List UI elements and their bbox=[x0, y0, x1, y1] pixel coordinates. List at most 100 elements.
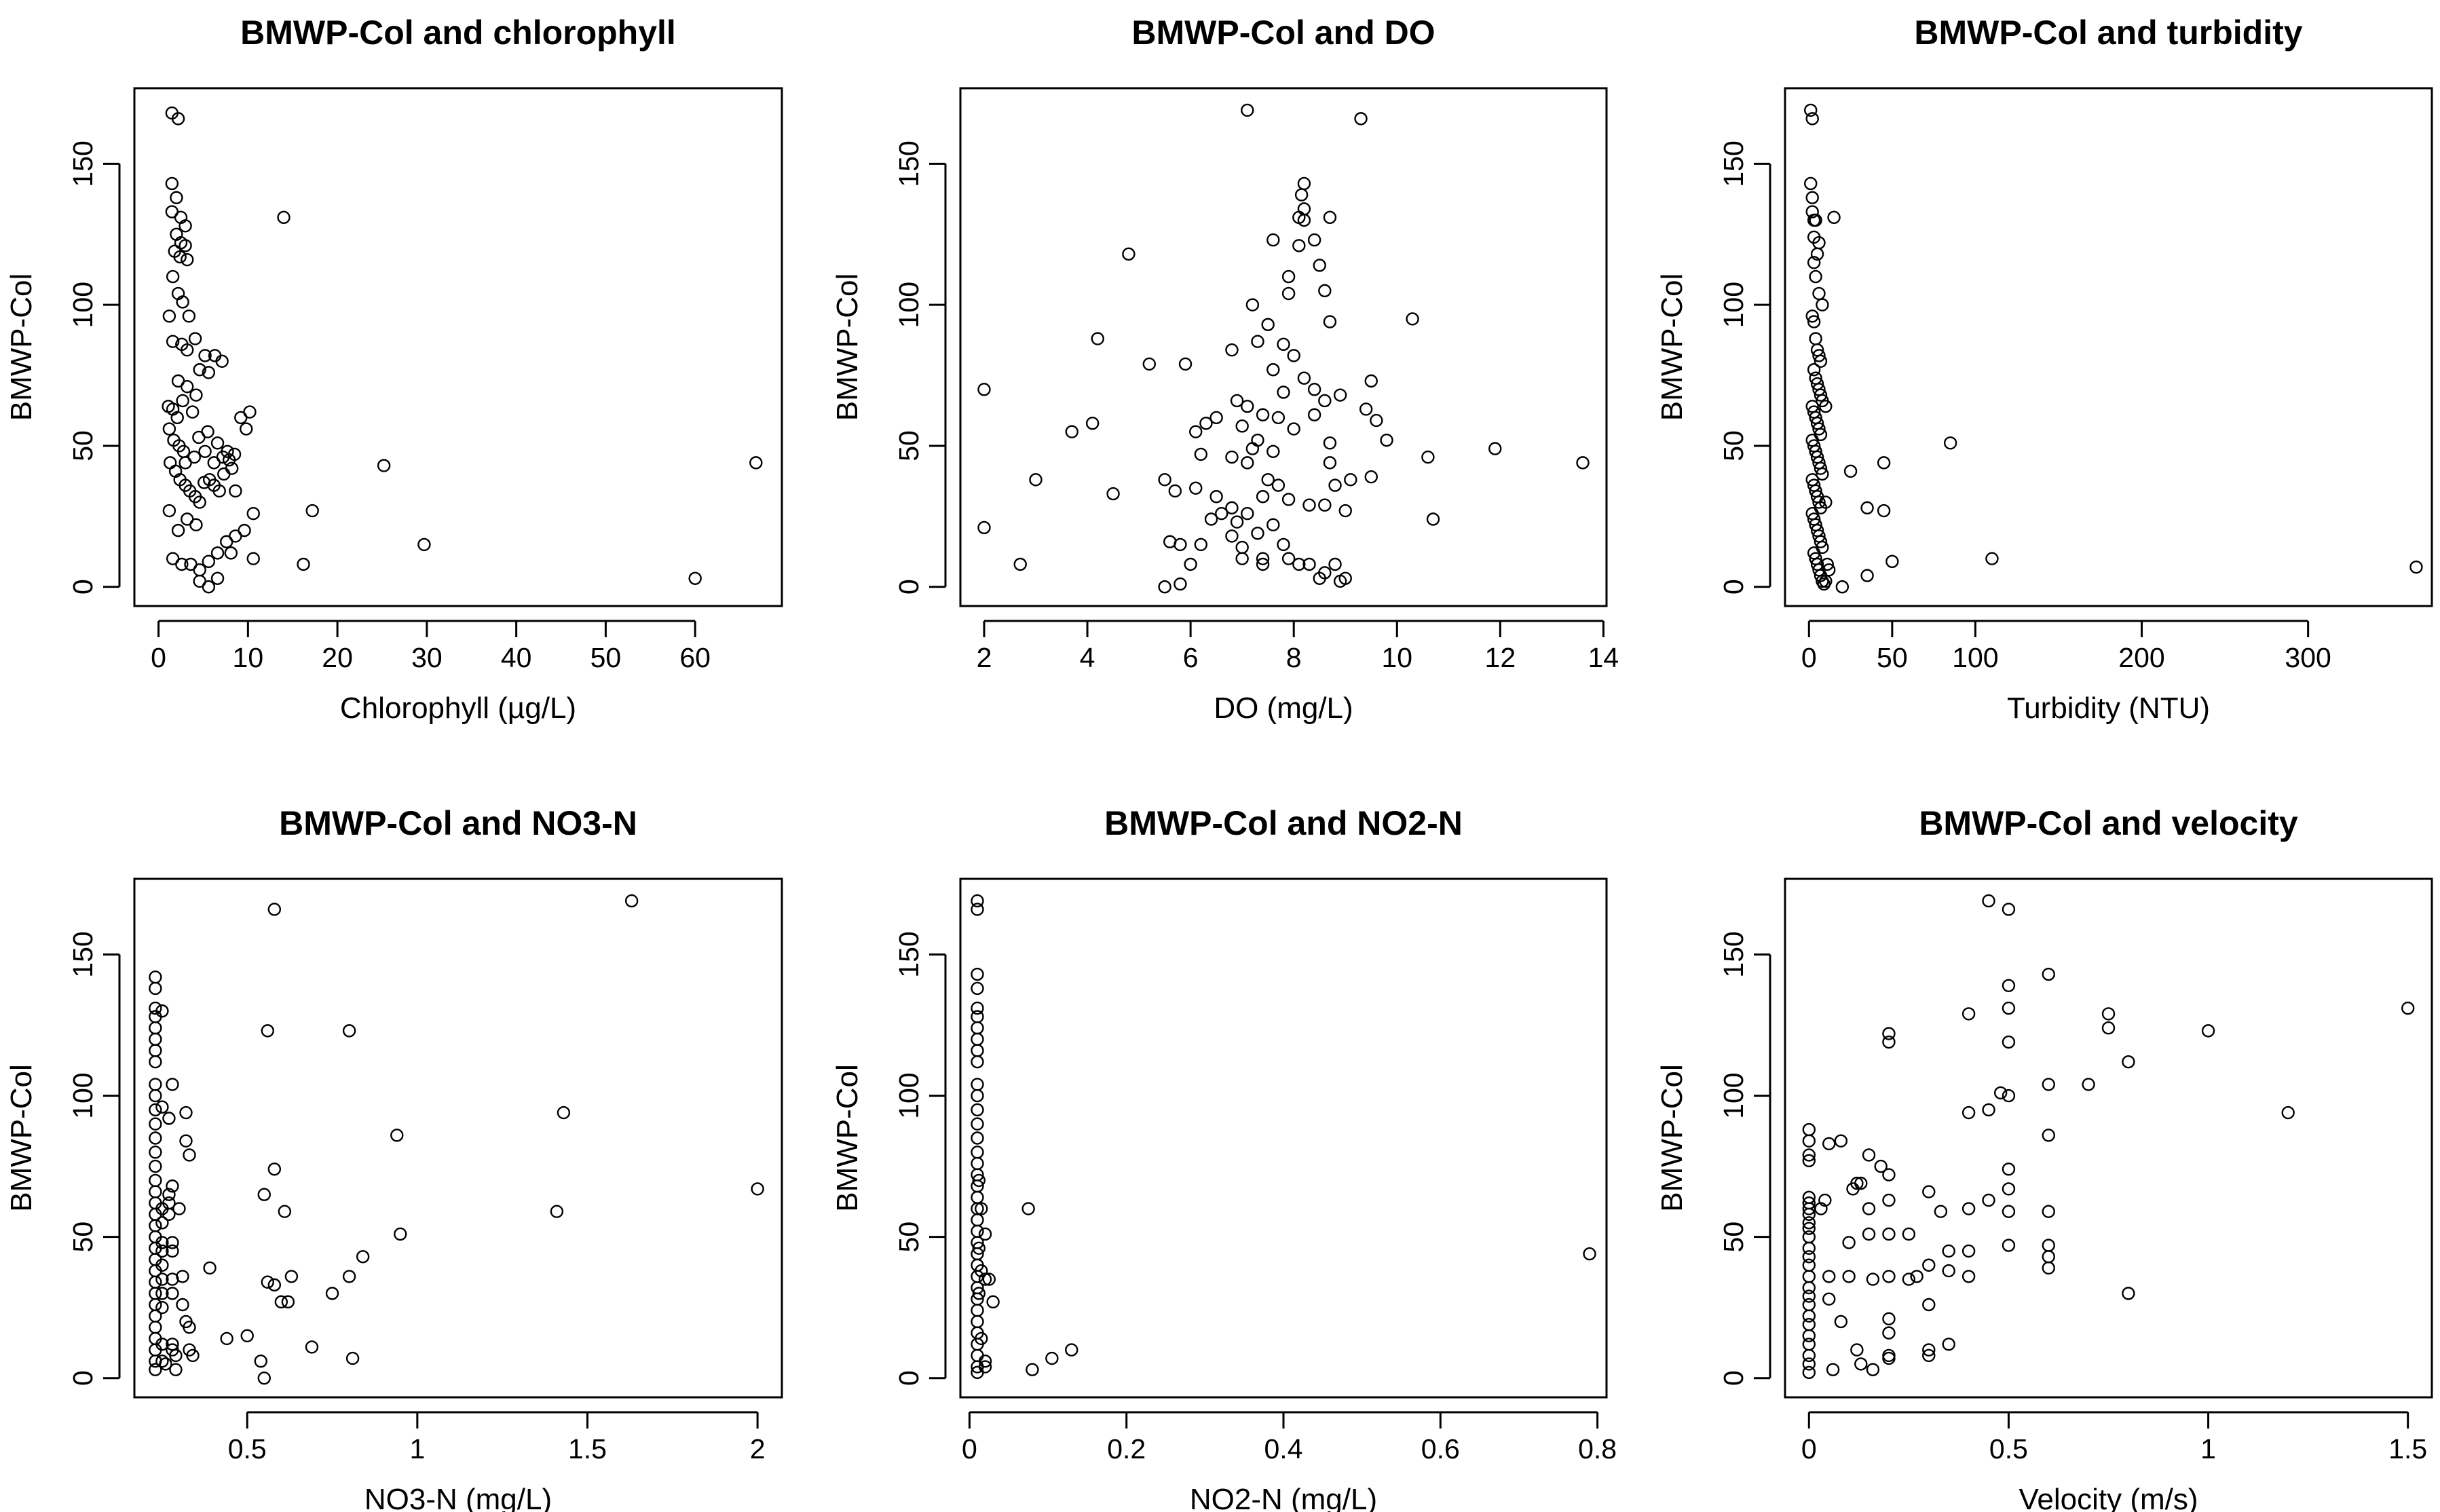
y-axis-label: BMWP-Col bbox=[831, 1064, 864, 1212]
data-point bbox=[2042, 1250, 2055, 1264]
data-point bbox=[1292, 239, 1306, 252]
data-point bbox=[1235, 540, 1249, 554]
data-point bbox=[1318, 498, 1332, 512]
data-point bbox=[342, 1024, 356, 1038]
y-axis: 0 50 100 150 bbox=[67, 140, 121, 594]
data-point bbox=[1241, 103, 1254, 117]
data-point bbox=[986, 1295, 1000, 1309]
data-point bbox=[971, 1156, 984, 1171]
y-tick-label: 150 bbox=[67, 931, 98, 977]
data-point bbox=[1364, 374, 1378, 388]
data-point bbox=[155, 1216, 169, 1230]
data-point bbox=[1882, 1351, 1896, 1365]
data-point bbox=[1065, 1343, 1078, 1357]
data-point bbox=[1158, 580, 1171, 594]
data-point bbox=[1294, 188, 1309, 202]
data-point bbox=[162, 1207, 176, 1222]
x-axis-label: Chlorophyll (µg/L) bbox=[340, 692, 576, 725]
data-point bbox=[1962, 1105, 1976, 1120]
data-point bbox=[417, 537, 431, 552]
data-point bbox=[1241, 400, 1254, 413]
data-point bbox=[1982, 1103, 1995, 1117]
data-point bbox=[1860, 569, 1874, 582]
data-point bbox=[149, 981, 162, 996]
data-point bbox=[971, 1010, 984, 1023]
data-point bbox=[2002, 1035, 2016, 1049]
data-point bbox=[1802, 1317, 1816, 1331]
data-point bbox=[394, 1227, 407, 1241]
y-tick-label: 100 bbox=[1718, 282, 1749, 328]
data-point bbox=[254, 1355, 267, 1368]
data-point bbox=[342, 1270, 356, 1283]
data-point bbox=[1287, 422, 1300, 436]
y-tick-label: 0 bbox=[67, 579, 98, 594]
data-point bbox=[971, 1117, 984, 1131]
data-point bbox=[203, 1261, 217, 1275]
x-axis: 0.5 1 1.5 2 bbox=[228, 1411, 766, 1464]
data-point bbox=[149, 1089, 162, 1103]
data-point bbox=[257, 1372, 271, 1385]
data-point bbox=[1814, 354, 1828, 368]
data-point bbox=[240, 1329, 254, 1342]
y-axis-label: BMWP-Col bbox=[831, 273, 864, 421]
data-point bbox=[1277, 385, 1290, 399]
x-axis-label: NO3-N (mg/L) bbox=[364, 1483, 552, 1512]
data-point bbox=[1302, 557, 1316, 571]
data-point bbox=[1328, 557, 1342, 571]
data-point bbox=[1816, 298, 1829, 311]
data-point bbox=[162, 1112, 176, 1125]
data-point bbox=[166, 1179, 179, 1193]
data-point bbox=[1802, 1281, 1816, 1295]
data-point bbox=[982, 1272, 996, 1286]
data-point bbox=[202, 366, 216, 379]
data-point bbox=[749, 456, 763, 470]
data-point bbox=[977, 521, 991, 535]
data-point bbox=[1802, 1207, 1816, 1222]
data-point bbox=[971, 967, 984, 981]
x-tick-label: 0 bbox=[151, 642, 166, 673]
scatter-panel: BMWP-Col and chlorophyll Chlorophyll (µg/… bbox=[5, 14, 783, 725]
plot-frame bbox=[959, 87, 1608, 607]
data-point bbox=[1266, 363, 1280, 377]
data-point bbox=[155, 1258, 169, 1272]
y-axis: 0 50 100 150 bbox=[893, 931, 947, 1386]
x-tick-label: 300 bbox=[2285, 642, 2331, 673]
data-point bbox=[1874, 1159, 1888, 1173]
data-point bbox=[1235, 419, 1249, 433]
y-tick-label: 50 bbox=[67, 1222, 98, 1253]
data-point bbox=[1962, 1202, 1976, 1215]
data-point bbox=[2042, 1129, 2055, 1142]
data-point bbox=[1225, 501, 1239, 515]
data-point bbox=[971, 1078, 984, 1091]
data-point bbox=[155, 1236, 169, 1249]
data-point bbox=[278, 1205, 292, 1218]
data-point bbox=[149, 1131, 162, 1145]
data-point bbox=[1318, 394, 1332, 408]
data-point bbox=[1922, 1348, 1936, 1363]
data-point bbox=[1313, 571, 1326, 585]
y-tick-label: 100 bbox=[67, 282, 98, 328]
panel-title: BMWP-Col and velocity bbox=[1919, 804, 2298, 842]
data-point bbox=[1942, 1338, 1955, 1351]
data-point bbox=[1307, 383, 1321, 396]
data-point bbox=[1882, 1270, 1896, 1283]
data-point bbox=[1189, 425, 1203, 438]
data-point bbox=[971, 1103, 984, 1117]
data-point bbox=[1882, 1027, 1896, 1040]
data-point bbox=[212, 484, 226, 498]
data-point bbox=[176, 295, 189, 309]
data-point bbox=[2122, 1287, 2135, 1300]
data-point bbox=[1215, 506, 1228, 521]
data-point bbox=[1802, 1122, 1816, 1137]
data-point bbox=[193, 563, 206, 577]
data-point bbox=[181, 252, 194, 267]
scatter-panel: BMWP-Col and velocity Velocity (m/s) BMWP-… bbox=[1655, 804, 2433, 1512]
data-point bbox=[550, 1205, 564, 1218]
data-point bbox=[1302, 498, 1316, 512]
data-point bbox=[1256, 552, 1270, 565]
data-point bbox=[1583, 1247, 1596, 1261]
data-points bbox=[971, 894, 1596, 1380]
data-point bbox=[1333, 574, 1347, 588]
data-point bbox=[1982, 1193, 1995, 1207]
data-point bbox=[1802, 1348, 1816, 1363]
